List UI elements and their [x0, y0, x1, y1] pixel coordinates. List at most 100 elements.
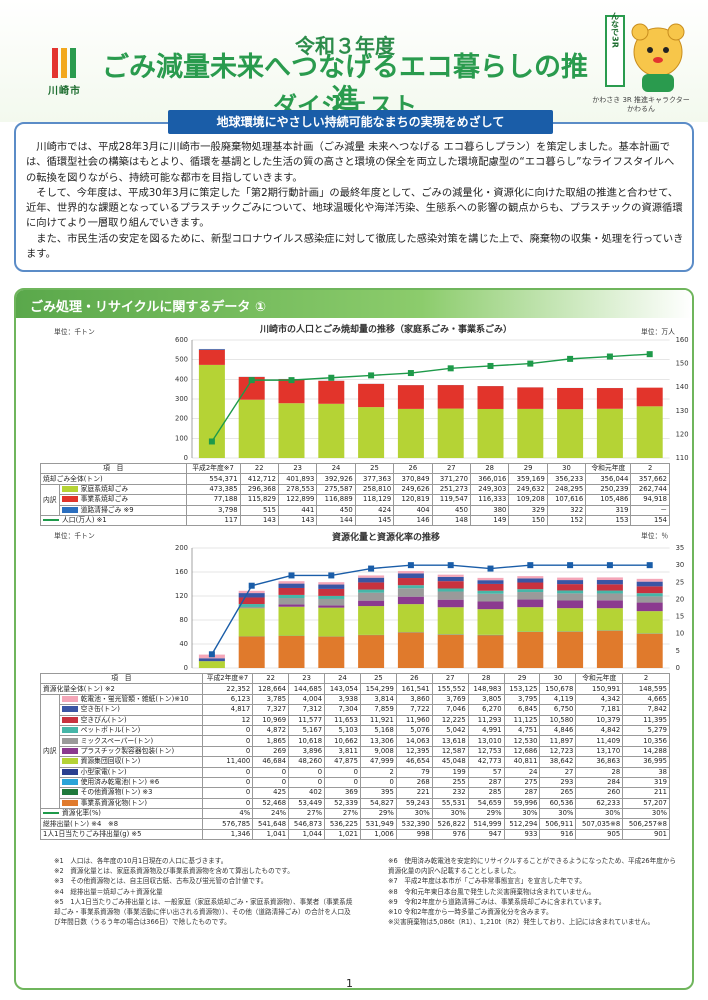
table-cell: 425 — [252, 787, 290, 799]
table-cell: 155,552 — [431, 683, 469, 695]
legend-swatch-icon — [61, 779, 78, 786]
table-cell: 4,846 — [539, 724, 577, 737]
bar-segment — [318, 595, 345, 599]
table-cell: 933 — [503, 828, 541, 841]
table-cell: 3,798 — [185, 504, 241, 516]
table-cell: 0 — [324, 776, 361, 789]
population-point — [288, 377, 295, 384]
row-label: ミックスペーパー(トン) — [58, 735, 203, 747]
table-cell: 13,618 — [431, 735, 469, 747]
table-cell: 287 — [467, 776, 505, 789]
table-cell: 285 — [467, 787, 505, 799]
table-cell: 3,795 — [503, 693, 541, 706]
table-cell: 404 — [393, 504, 433, 516]
table-cell: 4,817 — [201, 704, 254, 716]
row-label: 事業系資源化物(トン) — [58, 797, 203, 810]
table-header-year: 25 — [359, 672, 397, 685]
table-row: 総排出量(トン) ※4 ※8 576,785 541,648 546,873 536,2… — [40, 818, 670, 830]
table-cell: 7,859 — [359, 704, 397, 716]
y-tick-label: 200 — [175, 544, 188, 552]
table-header-year: 令和元年度 — [585, 462, 632, 475]
bar-segment — [437, 591, 464, 600]
bar-segment — [596, 593, 623, 601]
table-cell: 356,044 — [585, 473, 632, 485]
table-cell: 441 — [277, 504, 318, 516]
rate-point — [208, 651, 215, 658]
table-cell: 3,938 — [324, 693, 361, 706]
table-cell: 947 — [467, 828, 505, 841]
footnote: ※8 令和元年東日本台風で発生した災害廃棄物は含まれていません。 — [388, 887, 596, 896]
row-label: 資源化量全体(トン) ※2 — [40, 683, 203, 695]
table-cell: 128,664 — [252, 683, 290, 695]
bar-segment — [517, 589, 544, 593]
table-cell: 5,279 — [622, 724, 670, 737]
rate-point — [288, 572, 295, 579]
table-cell: 5,168 — [359, 724, 397, 737]
table-cell: 287 — [503, 787, 541, 799]
table-cell: 412,712 — [239, 473, 279, 485]
table-cell: 199 — [431, 766, 469, 778]
footnote: ※2 資源化量とは、家庭系資源物及び事業系資源物を含めて算出したものです。 — [54, 867, 294, 876]
population-point — [368, 372, 375, 379]
y-tick-label: 80 — [179, 616, 188, 624]
table-cell: 3,785 — [252, 693, 290, 706]
bar-segment — [636, 596, 663, 603]
y2-tick-label: 10 — [676, 630, 685, 638]
legend-swatch-icon — [61, 737, 78, 744]
table-cell: 232 — [431, 787, 469, 799]
table-cell: 12,395 — [395, 745, 433, 758]
table-cell: 249,626 — [393, 483, 433, 496]
table-cell: 322 — [546, 504, 587, 516]
table-cell: 356,233 — [546, 473, 587, 485]
bar-segment — [557, 600, 584, 609]
table-cell: 916 — [539, 828, 577, 841]
bar-segment — [238, 604, 265, 607]
row-label: その他資源物(トン) ※3 — [58, 787, 203, 799]
bar — [477, 386, 504, 409]
bar — [397, 385, 424, 409]
table-cell: 221 — [395, 787, 433, 799]
table-cell: 11,395 — [622, 714, 670, 726]
legend-swatch-icon — [61, 789, 78, 796]
table-cell: 62,233 — [575, 797, 624, 810]
intro-paragraph: そして、今年度は、平成30年3月に策定した「第2期行動計画」の最終年度として、ご… — [26, 186, 683, 230]
bar-segment — [278, 594, 305, 599]
intro-banner: 地球環境にやさしい持続可能なまちの実現をめざして — [168, 110, 553, 134]
table-header-year: 23 — [277, 462, 318, 475]
table-cell: 357,662 — [630, 473, 670, 485]
table-cell: 153,125 — [503, 683, 541, 695]
mascot-badge: みんなで3R — [611, 12, 620, 48]
population-point — [646, 351, 653, 358]
table-header-year: 令和元年度 — [575, 672, 624, 685]
breakdown-label: 内訳 — [40, 693, 60, 810]
table-cell: 4,119 — [539, 693, 577, 706]
header: 川崎市 令和３年度 ごみ減量未来へつなげるエコ暮らしの推進 ダイジェスト みんな… — [0, 0, 708, 122]
table-cell: 536,225 — [324, 818, 361, 830]
table-row: 使用済み乾電池(トン) ※6 0 0 0 0 0 268 255 287 275 293 284 319 — [41, 776, 670, 789]
page-title: ごみ減量未来へつなげるエコ暮らしの推進 — [102, 52, 588, 115]
table-cell: 116,333 — [469, 494, 510, 506]
table-cell: 30% — [539, 808, 577, 820]
table-cell: 29% — [467, 808, 505, 820]
table-row: 1人1日当たりごみ排出量(g) ※5 1,346 1,041 1,044 1,021 1,… — [40, 828, 670, 841]
y-tick-label: 500 — [175, 356, 188, 364]
table-cell: 268 — [395, 776, 433, 789]
row-label: 空きびん(トン) — [58, 714, 203, 726]
bar-segment — [557, 580, 584, 585]
table-row: その他資源物(トン) ※3 0 425 402 369 395 221 232 285 287 26… — [41, 787, 670, 799]
row-label: 総排出量(トン) ※4 ※8 — [40, 818, 203, 830]
bar-segment — [557, 608, 584, 632]
rate-point — [527, 562, 534, 569]
table-cell: － — [630, 504, 670, 516]
table-cell: 36,995 — [622, 756, 670, 768]
rate-point — [606, 562, 613, 569]
bar-segment — [318, 607, 345, 637]
table-cell: 249,303 — [469, 483, 510, 496]
city-name: 川崎市 — [48, 86, 81, 97]
bar-segment — [318, 605, 345, 608]
y2-tick-label: 110 — [676, 454, 689, 462]
bar-segment — [636, 633, 663, 668]
bar — [477, 408, 504, 458]
table-cell: 512,294 — [503, 818, 541, 830]
bar-segment — [636, 611, 663, 634]
